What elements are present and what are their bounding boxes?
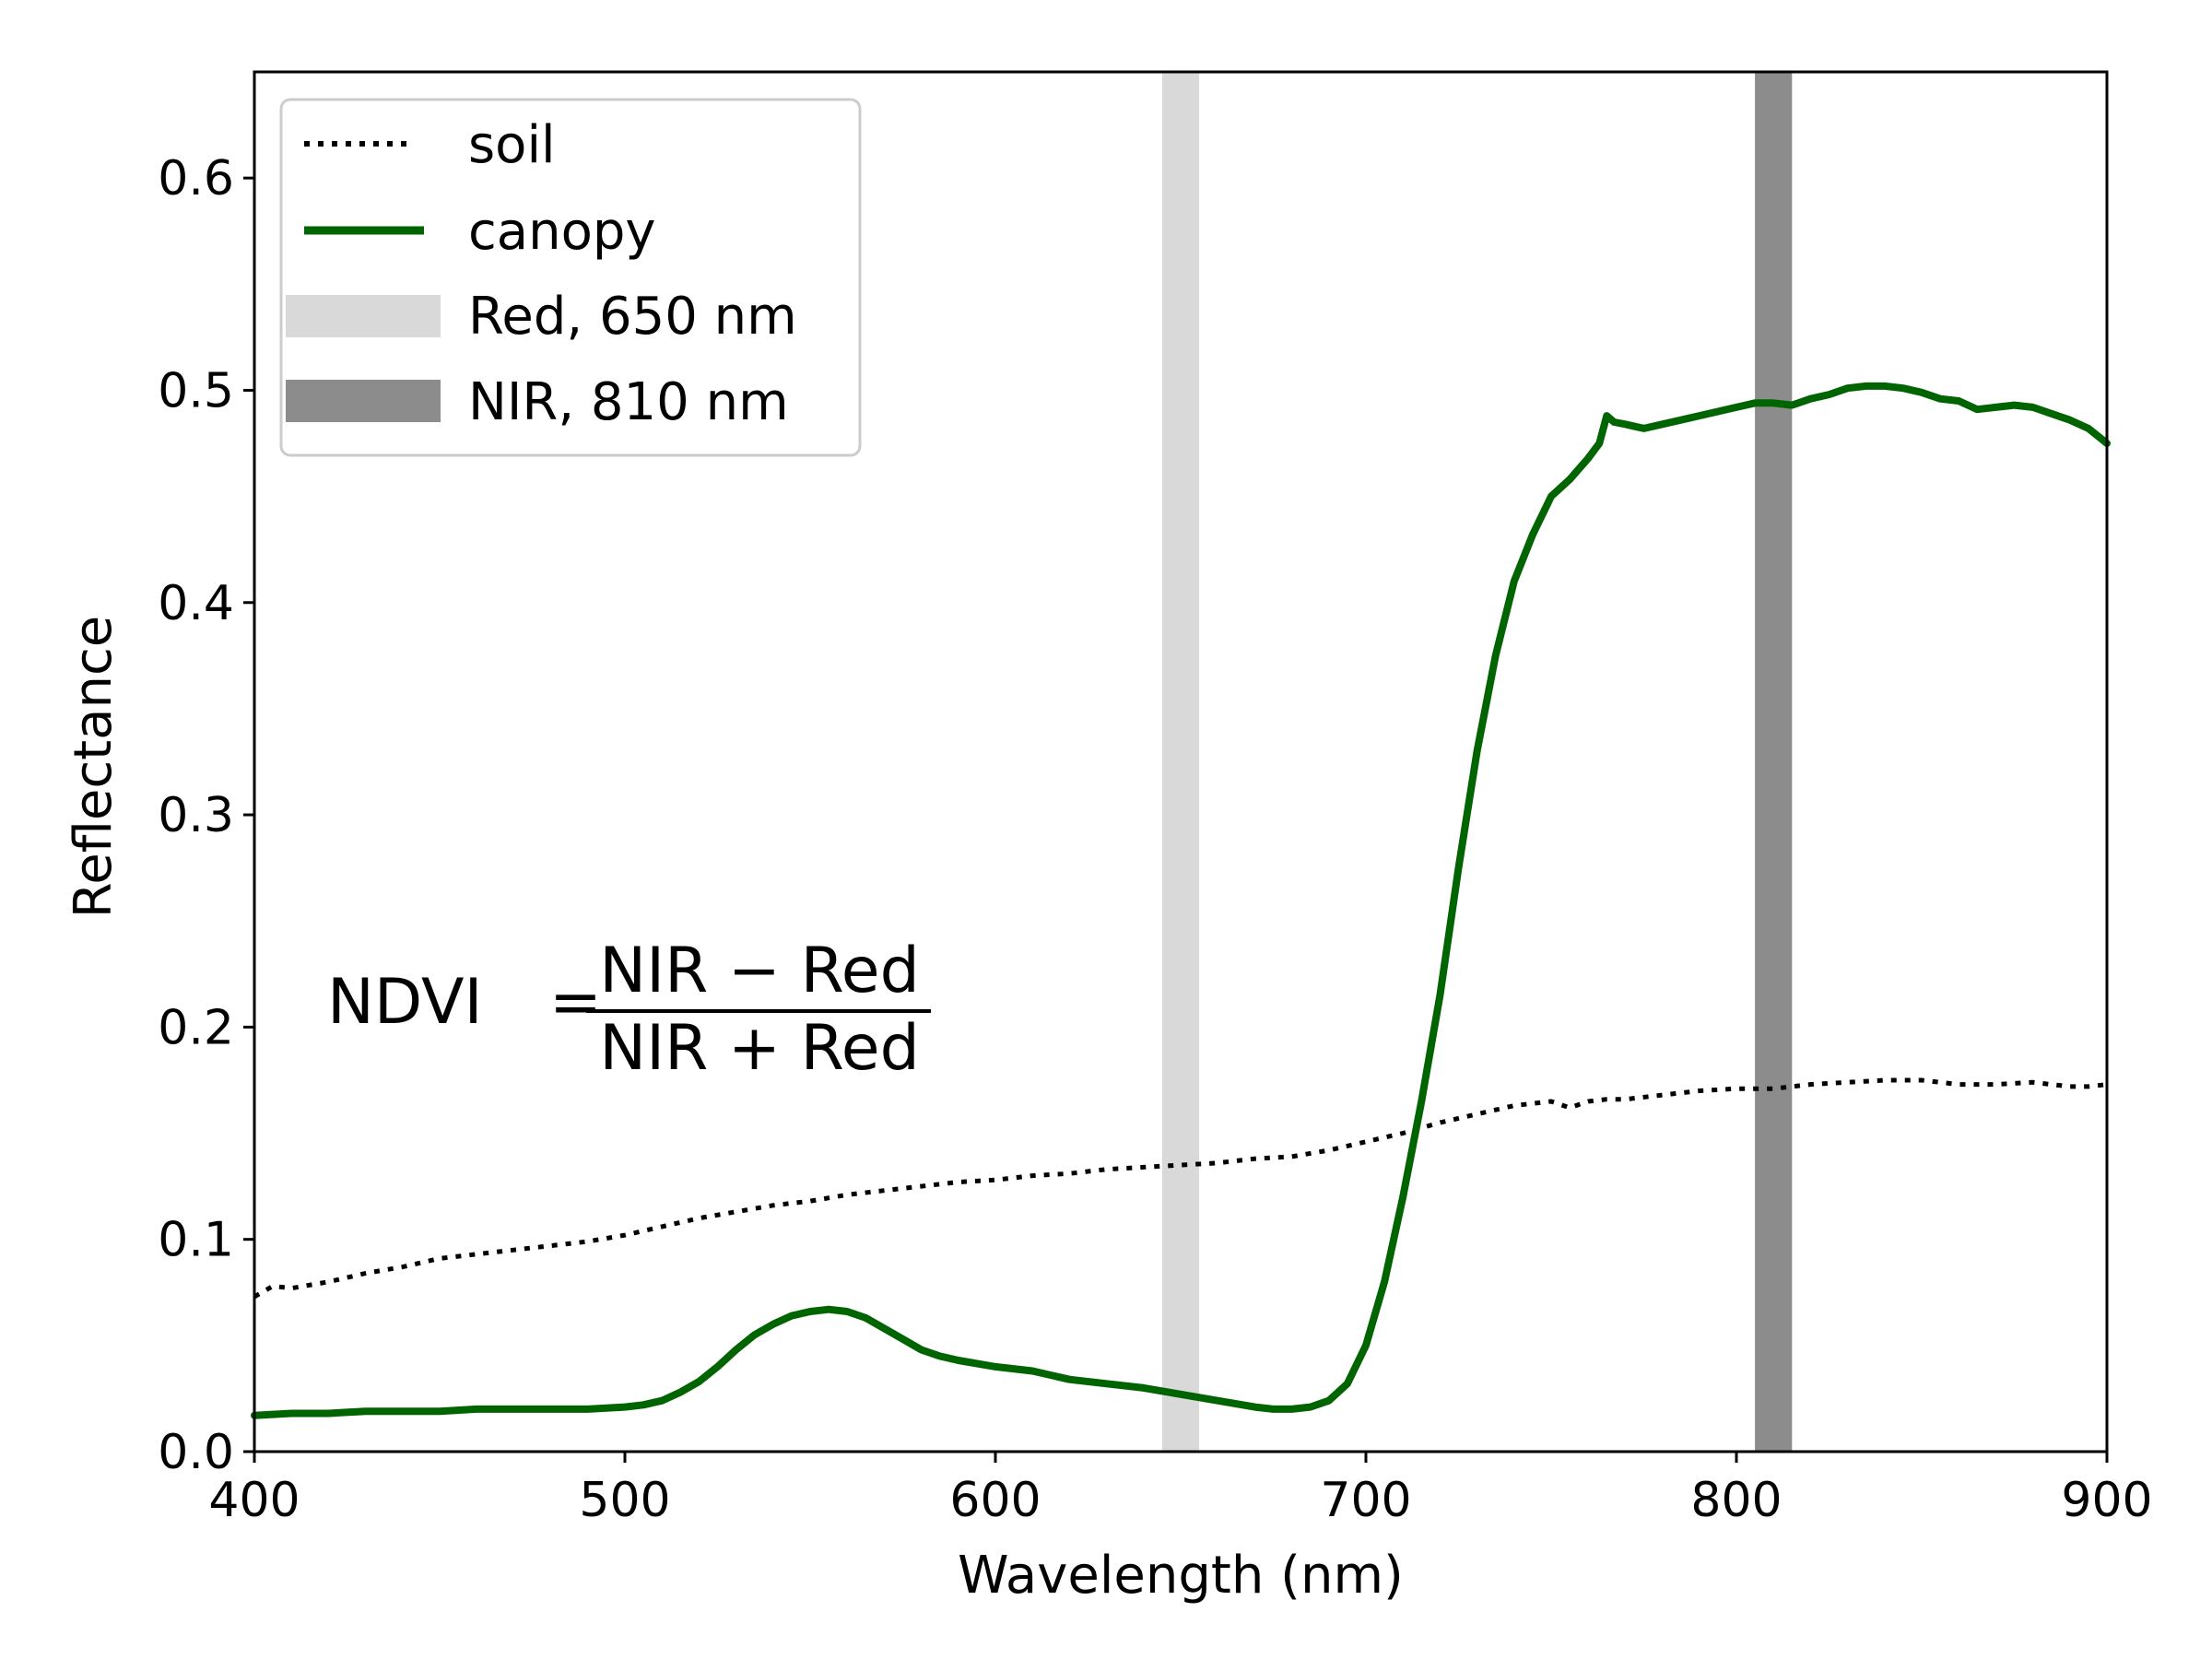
y-tick-label: 0.4 <box>158 576 234 631</box>
x-tick-label: 600 <box>949 1473 1041 1528</box>
legend-swatch-nir-band <box>286 380 441 422</box>
y-axis-label: Reflectance <box>64 616 124 918</box>
series-line-canopy <box>251 382 2111 1419</box>
y-tick-label: 0.1 <box>158 1213 234 1268</box>
series-layer <box>251 382 2111 1419</box>
x-axis: 400 500 600 700 800 900 <box>208 1452 2153 1528</box>
legend-label-red-band: Red, 650 nm <box>468 287 797 347</box>
plot-frame <box>253 70 2109 1453</box>
formula-equals: = <box>549 966 602 1039</box>
bands-layer <box>1161 72 1793 1452</box>
x-tick-label: 500 <box>579 1473 670 1528</box>
series-line-soil <box>253 1077 2108 1300</box>
y-tick-label: 0.6 <box>158 151 234 206</box>
band-red-650-nm <box>1161 72 1200 1452</box>
ndvi-formula: NDVI = NIR − Red NIR + Red <box>327 935 931 1085</box>
x-tick-label: 700 <box>1320 1473 1411 1528</box>
x-axis-label: Wavelength (nm) <box>958 1546 1404 1606</box>
formula-numerator: NIR − Red <box>599 935 920 1007</box>
x-tick-label: 400 <box>208 1473 300 1528</box>
y-tick-label: 0.5 <box>158 363 234 418</box>
y-tick-label: 0.3 <box>158 788 234 843</box>
legend-box <box>279 98 862 457</box>
legend: soil canopy Red, 650 nm NIR, 810 nm <box>279 98 862 457</box>
y-tick-label: 0.0 <box>158 1425 234 1480</box>
x-tick-label: 900 <box>2061 1473 2152 1528</box>
formula-denominator: NIR + Red <box>599 1012 920 1085</box>
band-nir-810-nm <box>1755 72 1793 1452</box>
legend-label-nir-band: NIR, 810 nm <box>468 372 789 432</box>
legend-label-soil: soil <box>468 115 556 175</box>
y-axis: 0.0 0.1 0.2 0.3 0.4 0.5 0.6 <box>158 151 254 1480</box>
x-tick-label: 800 <box>1690 1473 1782 1528</box>
legend-swatch-red-band <box>286 295 441 337</box>
y-tick-label: 0.2 <box>158 1000 234 1055</box>
legend-label-canopy: canopy <box>468 202 656 262</box>
formula-lhs: NDVI <box>327 966 483 1039</box>
